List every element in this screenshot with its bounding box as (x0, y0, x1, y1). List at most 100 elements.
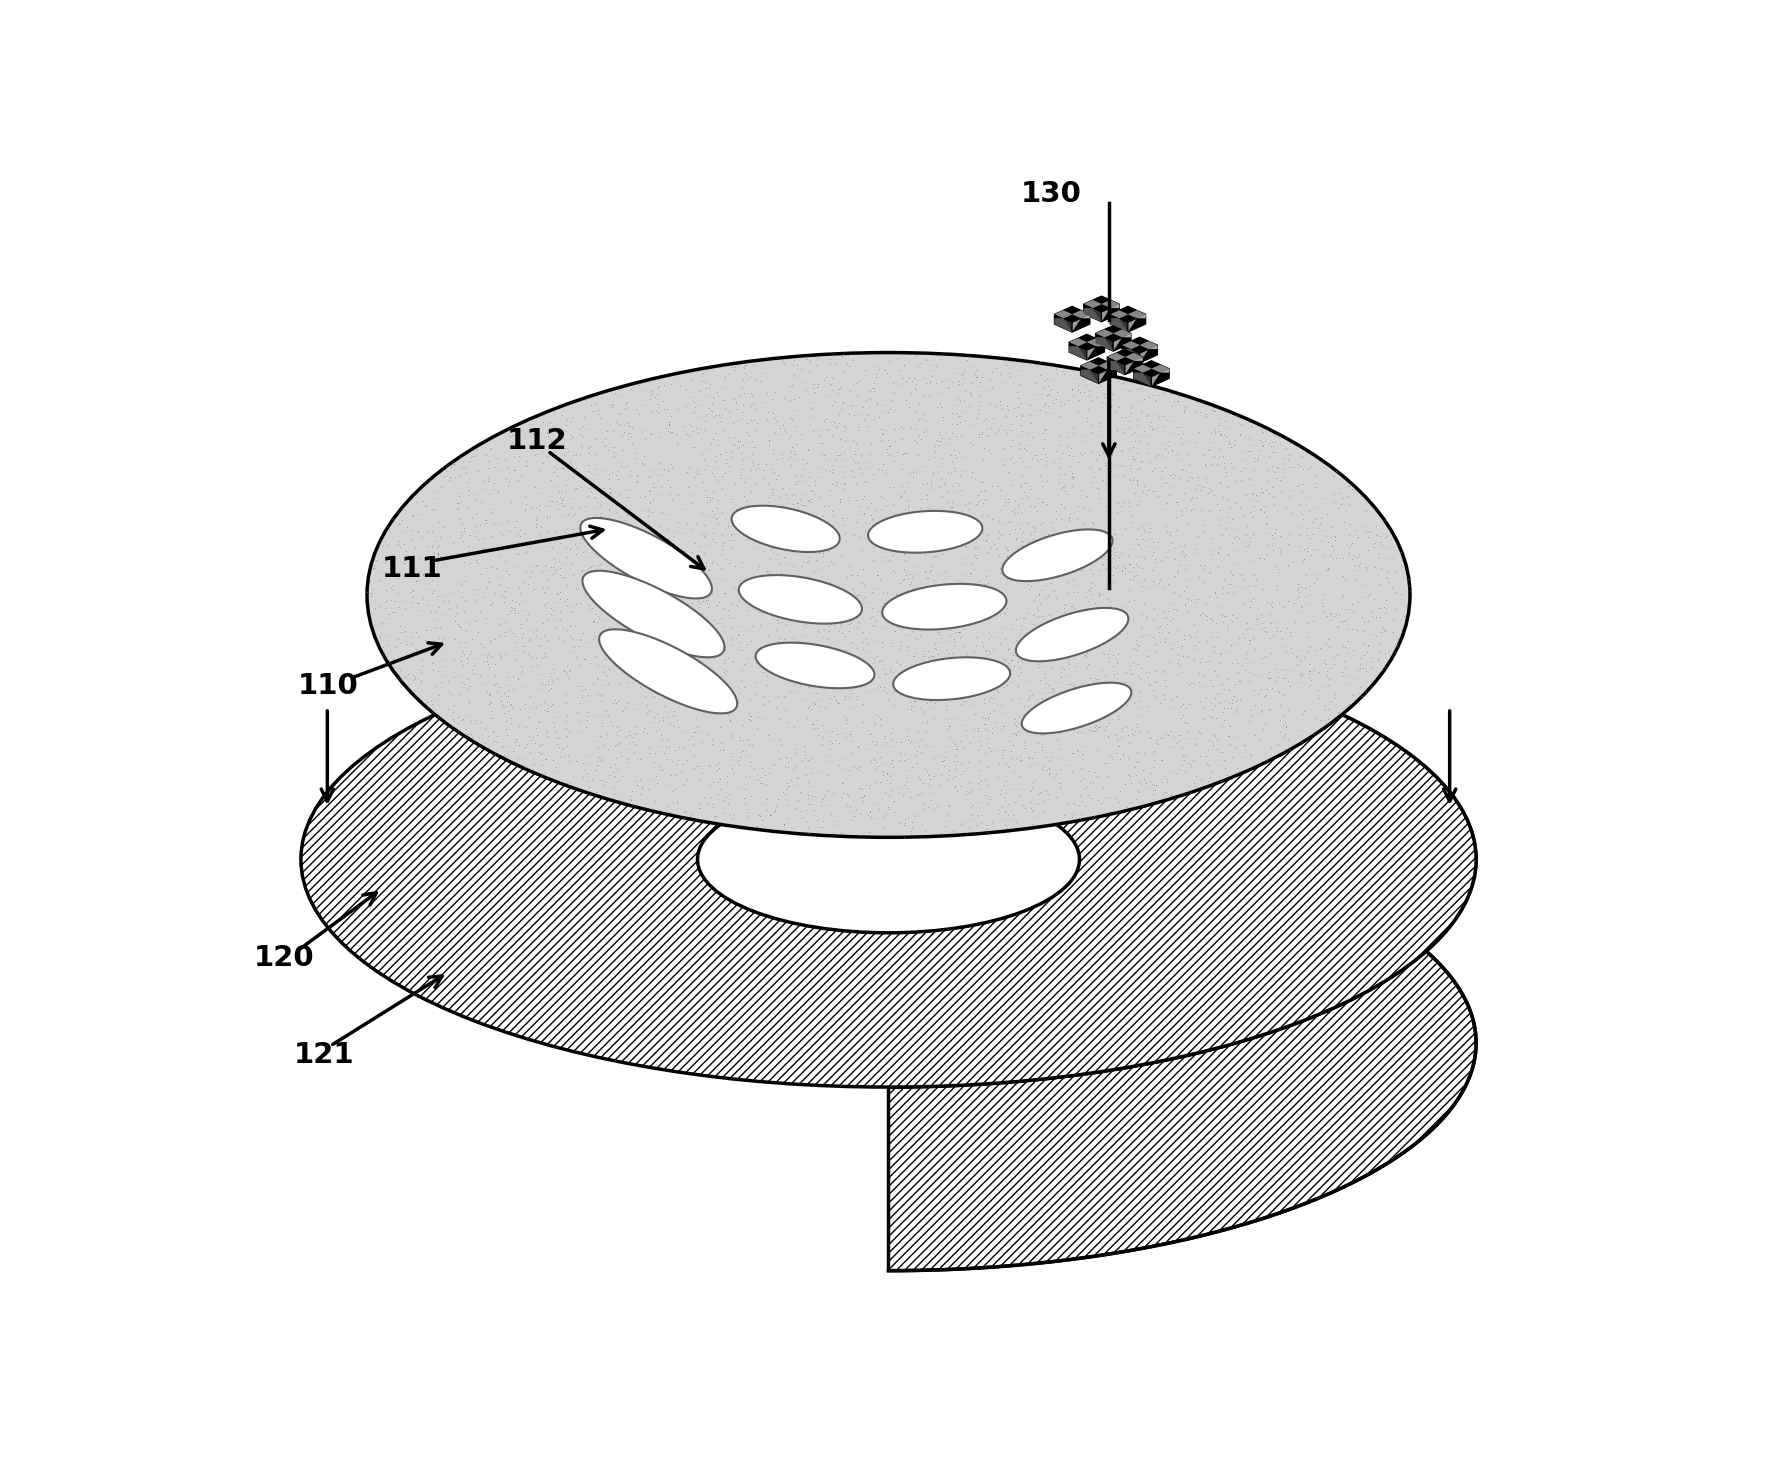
Point (766, 729, 794, 752)
Point (924, 536, 952, 560)
Point (999, 643, 1027, 667)
Point (720, 605, 748, 629)
Point (897, 729, 926, 752)
Point (972, 423, 1000, 447)
Point (993, 422, 1022, 445)
Point (732, 494, 761, 517)
Point (494, 699, 522, 723)
Point (967, 373, 995, 397)
Point (549, 616, 578, 639)
Point (622, 536, 650, 560)
Point (833, 566, 862, 589)
Point (947, 533, 976, 557)
Point (903, 751, 931, 774)
Point (1139, 782, 1167, 805)
Point (931, 596, 960, 620)
Point (645, 710, 673, 733)
Point (1047, 809, 1075, 833)
Point (1132, 513, 1160, 536)
Point (627, 563, 656, 586)
Point (899, 730, 928, 754)
Point (801, 470, 830, 494)
Point (1320, 539, 1349, 563)
Point (1194, 739, 1223, 762)
Point (1112, 661, 1141, 685)
Point (780, 447, 809, 470)
Point (963, 804, 992, 827)
Point (984, 419, 1013, 442)
Point (1210, 464, 1239, 488)
Point (947, 601, 976, 624)
Point (1285, 649, 1313, 673)
Point (585, 520, 613, 544)
Point (572, 752, 601, 776)
Point (700, 804, 729, 827)
Polygon shape (1098, 370, 1116, 383)
Point (711, 784, 739, 808)
Point (1018, 746, 1047, 770)
Point (691, 552, 720, 576)
Point (1370, 618, 1398, 642)
Point (553, 734, 581, 758)
Point (1070, 366, 1098, 389)
Point (789, 734, 817, 758)
Point (1269, 683, 1297, 707)
Point (908, 516, 936, 539)
Point (842, 372, 871, 395)
Point (540, 454, 569, 477)
Point (1141, 548, 1169, 571)
Point (451, 570, 480, 593)
Point (439, 699, 467, 723)
Point (384, 627, 412, 651)
Point (489, 521, 517, 545)
Point (702, 633, 730, 657)
Point (1162, 598, 1191, 621)
Point (1098, 624, 1127, 648)
Point (1162, 519, 1191, 542)
Point (391, 620, 419, 643)
Point (976, 535, 1004, 558)
Point (805, 513, 833, 536)
Point (636, 383, 665, 407)
Point (533, 441, 562, 464)
Point (787, 624, 816, 648)
Point (873, 438, 901, 461)
Point (1111, 715, 1139, 739)
Point (784, 671, 812, 695)
Point (1249, 480, 1278, 504)
Point (602, 554, 631, 577)
Point (1207, 582, 1235, 605)
Point (1038, 511, 1066, 535)
Point (556, 658, 585, 682)
Point (984, 798, 1013, 821)
Point (416, 601, 444, 624)
Point (643, 482, 672, 505)
Point (878, 370, 906, 394)
Point (554, 439, 583, 463)
Point (1116, 768, 1144, 792)
Point (476, 705, 505, 729)
Point (1310, 599, 1338, 623)
Point (563, 701, 592, 724)
Point (473, 680, 501, 704)
Point (784, 765, 812, 789)
Point (1025, 715, 1054, 739)
Point (1043, 729, 1072, 752)
Point (933, 638, 961, 661)
Point (1182, 732, 1210, 755)
Point (387, 632, 416, 655)
Point (1141, 773, 1169, 796)
Point (864, 599, 892, 623)
Point (524, 498, 553, 521)
Point (832, 448, 860, 472)
Point (753, 429, 782, 452)
Point (974, 786, 1002, 809)
Point (546, 608, 574, 632)
Point (695, 682, 723, 705)
Point (1279, 549, 1308, 573)
Point (1045, 404, 1073, 427)
Point (453, 667, 482, 690)
Point (506, 654, 535, 677)
Point (617, 464, 645, 488)
Point (897, 570, 926, 593)
